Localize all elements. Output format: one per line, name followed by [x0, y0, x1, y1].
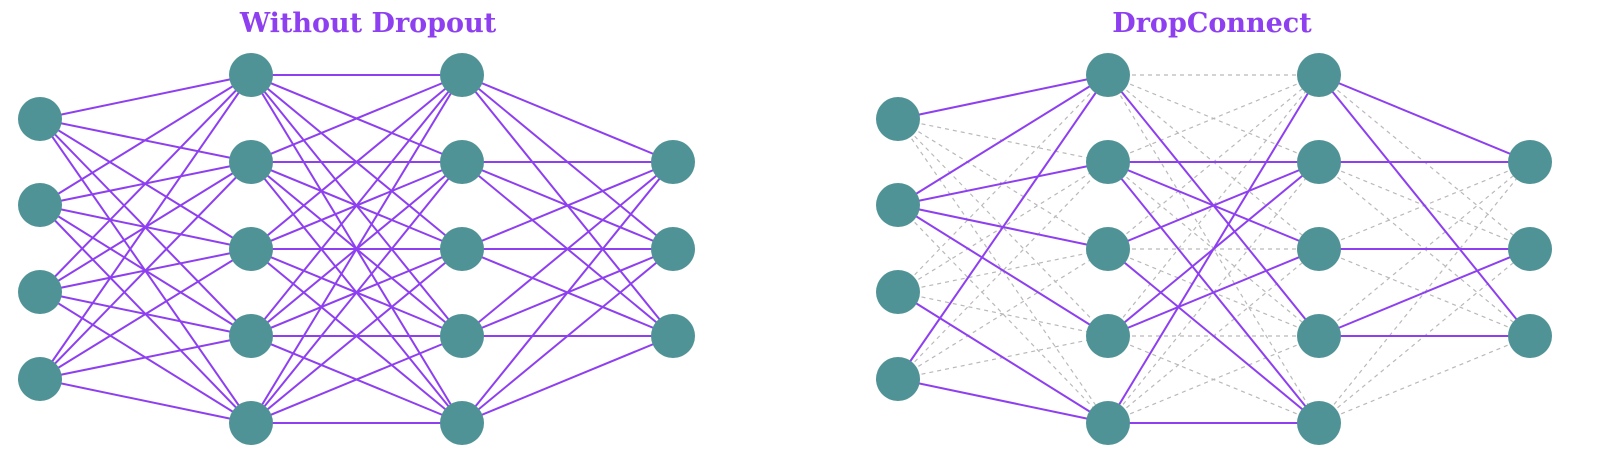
dropconnect-panel: DropConnect	[876, 8, 1552, 445]
neuron-node	[1508, 314, 1552, 358]
active-connection	[39, 74, 252, 293]
neuron-node	[229, 314, 273, 358]
neuron-node	[876, 270, 920, 314]
active-connection	[461, 161, 674, 337]
neuron-node	[1086, 53, 1130, 97]
active-connection	[461, 161, 674, 424]
neuron-node	[1297, 227, 1341, 271]
active-connection	[897, 291, 1109, 424]
neuron-node	[1297, 140, 1341, 184]
active-connection	[461, 74, 674, 163]
dropped-connection	[897, 161, 1109, 380]
neuron-node	[1297, 314, 1341, 358]
neuron-node	[229, 140, 273, 184]
active-connection	[1318, 74, 1531, 337]
neuron-node	[229, 227, 273, 271]
active-connection	[39, 74, 252, 120]
dropped-connection	[897, 118, 1109, 337]
panel-title-dropconnect: DropConnect	[1112, 8, 1312, 39]
neuron-node	[440, 53, 484, 97]
active-connection	[897, 74, 1109, 206]
dropped-connection	[897, 204, 1109, 424]
neuron-node	[18, 183, 62, 227]
neuron-node	[876, 183, 920, 227]
active-connection	[39, 74, 252, 206]
active-connection	[250, 74, 463, 337]
active-connection	[897, 74, 1109, 380]
dropped-connection	[897, 74, 1109, 293]
active-connection	[1318, 248, 1531, 337]
neuron-node	[1297, 53, 1341, 97]
neuron-node	[651, 314, 695, 358]
active-connection	[461, 248, 674, 424]
active-connection	[897, 378, 1109, 424]
active-connection	[250, 248, 463, 424]
active-connections	[39, 74, 674, 424]
active-connection	[39, 378, 252, 424]
active-connection	[39, 74, 252, 380]
dropped-connection	[1107, 74, 1320, 163]
panel-title-without-dropout: Without Dropout	[239, 8, 497, 39]
active-connection	[250, 74, 463, 424]
neuron-node	[1086, 401, 1130, 445]
neuron-node	[440, 227, 484, 271]
neuron-node	[1508, 140, 1552, 184]
without-dropout-panel: Without Dropout	[18, 8, 695, 445]
neuron-node	[18, 270, 62, 314]
neuron-node	[1508, 227, 1552, 271]
dropped-connection	[1318, 335, 1531, 424]
active-connection	[250, 74, 463, 250]
active-connection	[250, 161, 463, 424]
active-connection	[461, 161, 674, 250]
dropped-connection	[897, 248, 1109, 380]
neurons	[18, 53, 695, 445]
neuron-node	[440, 314, 484, 358]
active-connection	[39, 248, 252, 380]
neuron-node	[1086, 140, 1130, 184]
neuron-node	[229, 401, 273, 445]
neuron-node	[651, 140, 695, 184]
neuron-node	[18, 357, 62, 401]
active-connection	[39, 161, 252, 380]
neuron-node	[18, 97, 62, 141]
dropped-connection	[1107, 335, 1320, 424]
neurons	[876, 53, 1552, 445]
active-connection	[1318, 74, 1531, 163]
neuron-node	[1086, 314, 1130, 358]
neuron-node	[1086, 227, 1130, 271]
active-connection	[1107, 74, 1320, 424]
neuron-node	[440, 401, 484, 445]
neuron-node	[440, 140, 484, 184]
neuron-node	[876, 357, 920, 401]
active-connections	[897, 74, 1531, 424]
active-connection	[250, 74, 463, 163]
active-connection	[1107, 248, 1320, 424]
active-connection	[1107, 248, 1320, 337]
active-connection	[897, 204, 1109, 337]
active-connection	[250, 335, 463, 424]
active-connection	[897, 74, 1109, 120]
neuron-node	[1297, 401, 1341, 445]
active-connection	[39, 335, 252, 380]
active-connection	[897, 161, 1109, 206]
active-connection	[461, 335, 674, 424]
neuron-node	[229, 53, 273, 97]
neuron-node	[651, 227, 695, 271]
neuron-node	[876, 97, 920, 141]
active-connection	[1107, 161, 1320, 250]
